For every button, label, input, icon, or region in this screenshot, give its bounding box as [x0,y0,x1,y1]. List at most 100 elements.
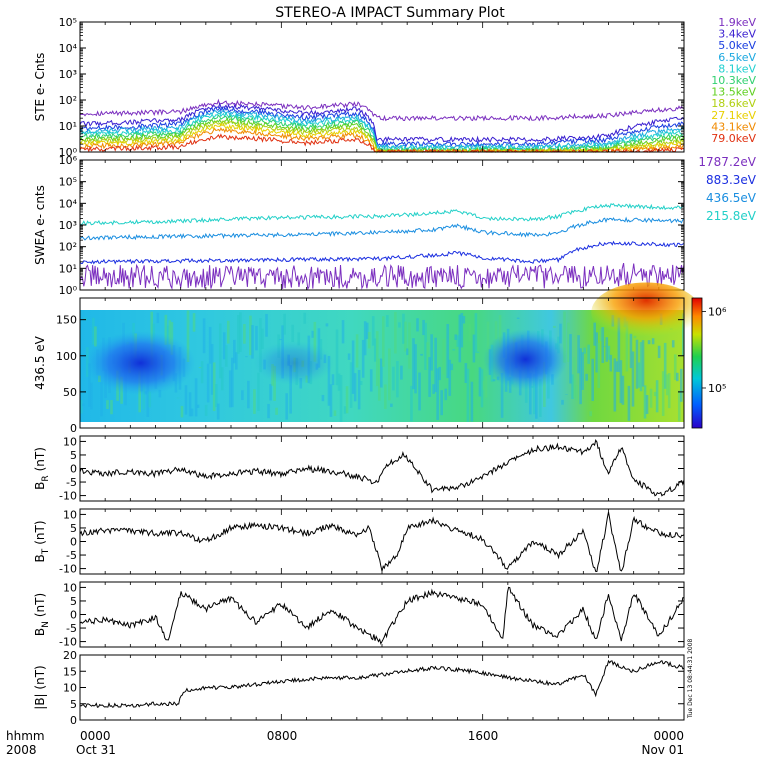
legend-ste-10: 79.0keV [711,132,756,145]
heatmap-cell [452,349,455,351]
heatmap-cell [416,318,419,331]
heatmap-cell [207,364,210,403]
heatmap-cell [495,321,498,339]
legend-swea-3: 215.8eV [706,209,757,223]
heatmap-cell [82,403,85,406]
y-tick-label: -5 [66,622,77,635]
y-axis-label-main: B [33,554,47,562]
y-tick-label: 10³ [59,219,77,232]
heatmap-cell [275,408,278,415]
panel-frame [80,160,684,290]
heatmap-cell [94,326,97,346]
y-axis-label: BR (nT) [33,447,51,490]
plot-title: STEREO-A IMPACT Summary Plot [275,5,505,21]
heatmap-cell [251,325,254,359]
y-tick-label: -10 [59,490,77,503]
heatmap-cell [203,318,206,353]
y-axis-label: BN(nT) [33,593,51,636]
heatmap-cell [100,382,103,416]
y-tick-label: 10⁶ [59,154,78,167]
heatmap-cell [610,355,613,372]
heatmap-cell [680,369,683,402]
colorbar [692,298,702,428]
heatmap-cell [181,406,184,417]
heatmap-cell [438,367,441,380]
heatmap-cell [243,324,246,344]
heatmap-cell [585,374,588,381]
heatmap-cell [326,323,329,326]
series-line-swea-1 [80,242,684,264]
y-axis-label-sub: R [41,475,51,481]
heatmap-high-region [591,282,701,342]
y-tick-label: 10 [63,581,77,594]
y-tick-label: 10⁴ [59,197,78,210]
heatmap-cell [632,351,635,406]
heatmap-cell [475,313,478,352]
series-line-br [80,440,684,496]
y-axis-label-unit: (nT) [33,447,47,471]
heatmap-cell [444,389,447,401]
series-line-bmag [80,661,684,708]
heatmap-cell [235,352,238,369]
heatmap-cell [440,390,443,415]
heatmap-cell [398,322,401,327]
heatmap-cell [291,325,294,342]
x-tick-label: 1600 [468,729,499,743]
y-axis-label: 436.5 eV [33,335,47,390]
heatmap-cell [177,398,180,399]
heatmap-cell [225,345,228,366]
heatmap-cell [346,386,349,413]
heatmap-cell [388,348,391,400]
heatmap-cell [382,316,385,366]
heatmap-cell [185,385,188,414]
y-axis-label: STE e- Cnts [33,53,47,122]
y-tick-label: 0 [70,463,77,476]
heatmap-cell [217,404,220,420]
heatmap-cell [106,400,109,409]
y-tick-label: -10 [59,563,77,576]
y-axis-label-main: B [33,482,47,490]
heatmap-cell [340,375,343,422]
heatmap-cell [485,376,488,397]
y-tick-label: 10⁰ [59,284,78,297]
heatmap-cell [658,346,661,358]
heatmap-cell [332,374,335,385]
heatmap-cell [561,400,564,405]
heatmap-cell [384,384,387,408]
heatmap-cell [589,411,592,416]
heatmap-cell [601,327,604,363]
heatmap-cell [358,370,361,409]
legends: 1.9keV3.4keV5.0keV6.5keV8.1keV10.3keV13.… [698,16,756,223]
heatmap-cell [265,314,268,337]
heatmap-cell [622,376,625,405]
heatmap-cell [477,352,480,353]
y-tick-label: 10¹ [59,120,77,133]
y-tick-label: 50 [63,386,77,399]
series-line-ste-0 [80,100,684,120]
heatmap-cell [231,358,234,407]
footer-date-right: Nov 01 [641,743,684,757]
footer-timestamp: Tue Dec 13 08:44:31 2008 [687,638,694,719]
heatmap-cell [195,378,198,416]
heatmap-cell [420,354,423,356]
heatmap-cell [672,340,675,347]
heatmap-cell [322,395,325,401]
heatmap-cell [628,386,631,421]
y-tick-label: 10² [59,241,77,254]
heatmap-cell [269,384,272,400]
heatmap-cell [253,389,256,414]
y-tick-label: 150 [56,314,77,327]
y-tick-label: 0 [70,536,77,549]
y-tick-label: 20 [63,649,77,662]
y-tick-label: 10 [63,435,77,448]
y-tick-label: 10³ [59,68,77,81]
heatmap-cell [221,367,224,390]
heatmap-cell [285,393,288,419]
heatmap-cell [418,373,421,411]
y-axis-label-unit: (nT) [33,520,47,544]
